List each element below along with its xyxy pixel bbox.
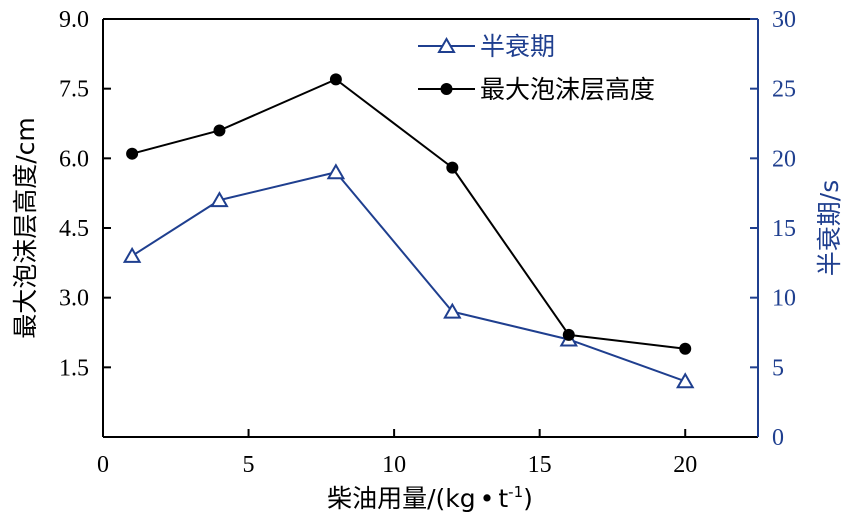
data-point-max-foam-height	[213, 124, 226, 137]
right-y-tick-label: 10	[772, 286, 796, 312]
x-axis-title-unit: t	[498, 484, 508, 513]
right-y-axis-title: 半衰期/s	[815, 180, 844, 276]
data-point-max-foam-height	[126, 147, 139, 160]
left-y-tick-label: 9.0	[59, 7, 89, 33]
legend-label-half-life: 半衰期	[480, 32, 555, 61]
data-point-max-foam-height	[446, 161, 459, 174]
x-axis-title-superscript: -1	[508, 483, 523, 501]
x-tick-label: 5	[243, 452, 255, 478]
left-y-tick-label: 3.0	[59, 286, 89, 312]
data-point-max-foam-height	[562, 328, 575, 341]
left-y-tick-label: 4.5	[59, 216, 89, 242]
right-y-tick-label: 5	[772, 355, 784, 381]
right-y-axis-ticks: 0 5 10 15 20 25 30	[750, 7, 796, 451]
series-line-half-life	[131, 171, 686, 383]
data-point-half-life	[326, 163, 346, 180]
series-layer	[122, 73, 695, 389]
left-y-axis-ticks: 1.5 3.0 4.5 6.0 7.5 9.0	[59, 7, 111, 381]
right-y-tick-label: 0	[772, 425, 784, 451]
legend-marker-half-life	[437, 36, 456, 53]
left-y-tick-label: 6.0	[59, 146, 89, 172]
x-axis-title: 柴油用量/(kg • t-1)	[327, 483, 533, 513]
legend-marker-max-foam-height	[440, 83, 453, 95]
data-point-max-foam-height	[329, 73, 342, 86]
x-axis-title-main: 柴油用量/(kg	[327, 484, 476, 513]
right-y-tick-label: 15	[772, 216, 796, 242]
data-point-half-life	[122, 246, 142, 263]
x-tick-label: 20	[673, 452, 697, 478]
left-y-tick-label: 1.5	[59, 355, 89, 381]
x-axis-ticks: 0 5 10 15 20	[97, 429, 697, 478]
data-point-half-life	[443, 302, 462, 319]
data-point-half-life	[675, 372, 695, 389]
left-y-tick-label: 7.5	[59, 77, 89, 103]
data-point-max-foam-height	[679, 342, 692, 355]
right-y-tick-label: 30	[772, 7, 796, 33]
series-line-max-foam-height	[131, 78, 686, 350]
data-point-half-life	[210, 191, 229, 208]
x-tick-label: 10	[382, 452, 406, 478]
left-y-axis-title: 最大泡沫层高度/cm	[11, 117, 40, 339]
legend: 半衰期 最大泡沫层高度	[418, 32, 655, 104]
x-axis-title-dot: •	[480, 484, 495, 513]
x-tick-label: 0	[97, 452, 109, 478]
right-y-tick-label: 25	[772, 77, 796, 103]
legend-label-max-foam-height: 最大泡沫层高度	[480, 75, 655, 104]
x-axis-title-close: )	[523, 484, 533, 513]
x-tick-label: 15	[528, 452, 552, 478]
right-y-tick-label: 20	[772, 146, 796, 172]
